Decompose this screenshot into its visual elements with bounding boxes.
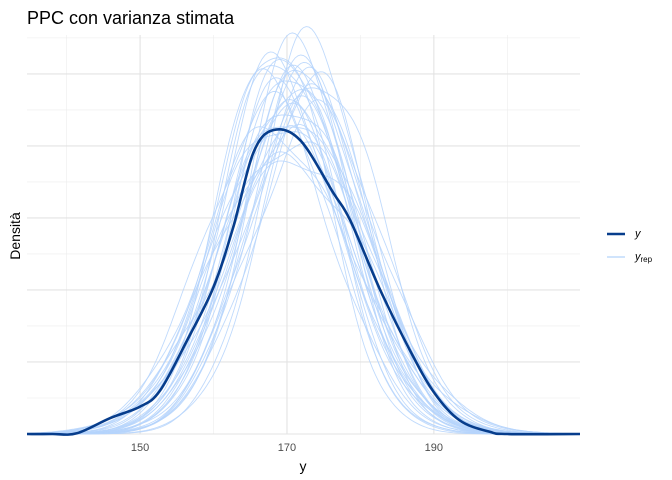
chart-title: PPC con varianza stimata — [27, 8, 235, 28]
yrep-curve — [27, 69, 580, 435]
legend-y-label: y — [634, 228, 642, 240]
yrep-curve — [27, 141, 580, 435]
y-curve-group — [26, 127, 581, 436]
x-tick-label: 150 — [131, 442, 149, 454]
legend-yrep-subscript: rep — [641, 255, 653, 264]
yrep-curve — [27, 68, 580, 435]
yrep-curve — [27, 99, 580, 435]
yrep-curve — [27, 126, 580, 435]
yrep-curve — [27, 71, 580, 435]
yrep-curve — [27, 131, 580, 435]
x-tick-label: 170 — [278, 442, 296, 454]
yrep-curve — [27, 90, 580, 435]
yrep-curve — [27, 83, 580, 435]
y-curve — [26, 127, 581, 436]
y-axis-label: Densità — [7, 212, 23, 260]
legend-yrep-main: y — [634, 251, 642, 263]
yrep-curve — [27, 99, 580, 435]
yrep-curves — [26, 26, 581, 435]
yrep-curve — [27, 102, 580, 435]
yrep-curve — [27, 124, 580, 435]
yrep-curve — [27, 125, 580, 435]
yrep-curve — [27, 59, 580, 435]
yrep-curve — [27, 26, 580, 435]
grid — [27, 35, 580, 435]
yrep-curve — [27, 54, 580, 435]
yrep-curve — [27, 77, 580, 435]
yrep-curve — [27, 114, 580, 435]
legend-yrep-label: yrep — [634, 251, 653, 264]
yrep-curve — [27, 64, 580, 435]
yrep-curve — [26, 126, 580, 435]
x-axis-label: y — [300, 458, 307, 474]
yrep-curve — [27, 57, 580, 435]
yrep-curve — [26, 151, 580, 435]
x-tick-label: 190 — [425, 442, 443, 454]
yrep-curve — [27, 87, 580, 435]
legend: y yrep — [607, 228, 653, 264]
yrep-curve — [27, 160, 580, 435]
yrep-curve — [27, 89, 580, 435]
yrep-curve — [27, 32, 580, 435]
x-tick-labels: 150 170 190 — [131, 442, 443, 454]
